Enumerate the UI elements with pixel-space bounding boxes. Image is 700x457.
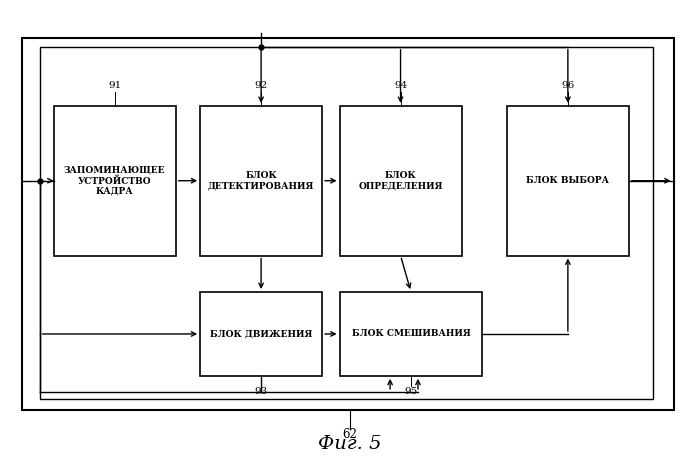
Text: 62: 62 bbox=[342, 429, 358, 441]
Text: БЛОК ВЫБОРА: БЛОК ВЫБОРА bbox=[526, 176, 610, 185]
Text: 94: 94 bbox=[394, 81, 407, 90]
Text: БЛОК ДВИЖЕНИЯ: БЛОК ДВИЖЕНИЯ bbox=[210, 329, 312, 339]
Text: 95: 95 bbox=[405, 388, 418, 396]
Bar bbox=[340, 292, 482, 376]
Text: 93: 93 bbox=[255, 388, 267, 396]
Bar bbox=[54, 106, 176, 255]
Bar bbox=[507, 106, 629, 255]
Text: 91: 91 bbox=[108, 81, 121, 90]
Text: БЛОК СМЕШИВАНИЯ: БЛОК СМЕШИВАНИЯ bbox=[351, 329, 470, 339]
Text: БЛОК
ОПРЕДЕЛЕНИЯ: БЛОК ОПРЕДЕЛЕНИЯ bbox=[358, 171, 443, 191]
Text: Фиг. 5: Фиг. 5 bbox=[318, 435, 382, 453]
Bar bbox=[340, 106, 461, 255]
Text: 92: 92 bbox=[255, 81, 267, 90]
Bar bbox=[40, 47, 653, 399]
Text: БЛОК
ДЕТЕКТИРОВАНИЯ: БЛОК ДЕТЕКТИРОВАНИЯ bbox=[208, 171, 314, 191]
Text: ЗАПОМИНАЮЩЕЕ
УСТРОЙСТВО
КАДРА: ЗАПОМИНАЮЩЕЕ УСТРОЙСТВО КАДРА bbox=[64, 165, 165, 196]
Text: 96: 96 bbox=[561, 81, 575, 90]
Bar bbox=[22, 38, 674, 410]
Bar bbox=[200, 106, 322, 255]
Bar bbox=[200, 292, 322, 376]
